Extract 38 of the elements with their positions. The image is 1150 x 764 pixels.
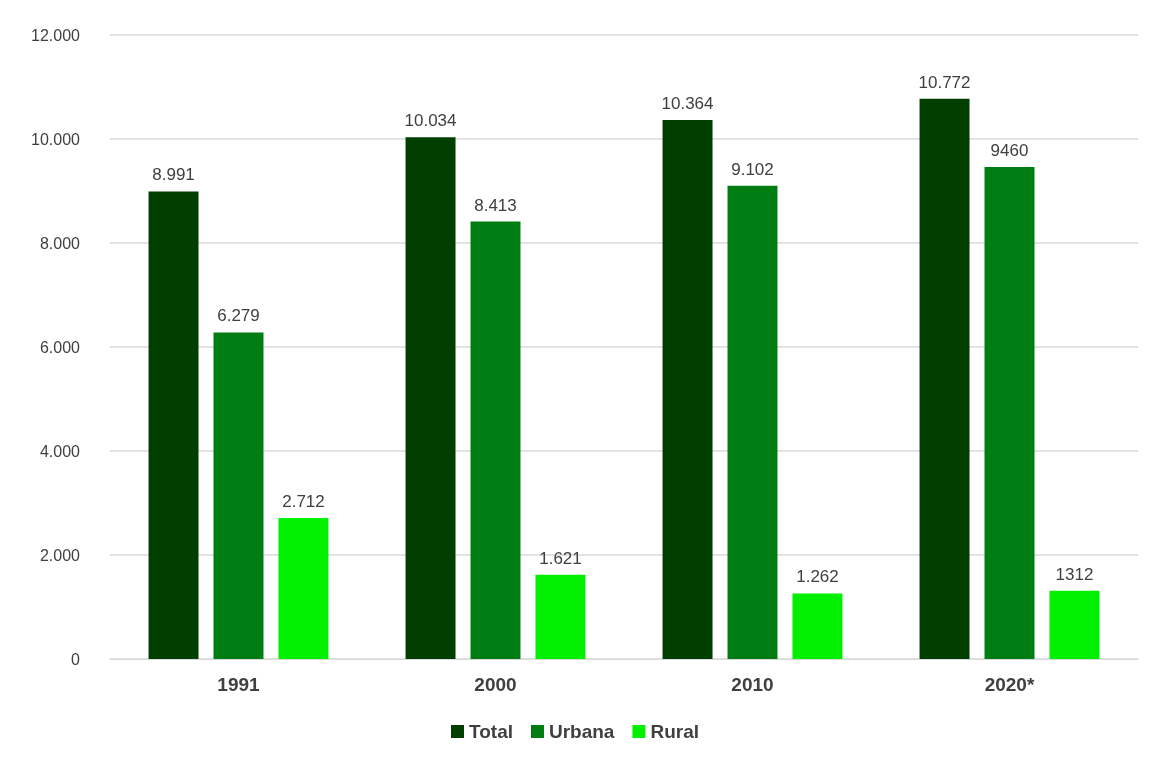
legend-label: Rural [650,721,700,742]
bar [792,593,843,659]
bar [727,185,778,659]
y-tick-label: 12.000 [31,26,81,44]
data-label: 6.279 [217,306,260,326]
data-label: 9460 [990,141,1029,161]
bar [470,221,521,659]
data-label: 2.712 [282,491,325,511]
bar [535,574,586,659]
data-label: 1312 [1055,564,1094,584]
data-label: 10.772 [918,72,971,92]
data-label: 8.413 [474,195,517,215]
y-tick-label: 10.000 [31,130,81,148]
bar [1049,590,1100,659]
data-label: 1.621 [539,548,582,568]
data-label: 1.262 [796,567,839,587]
x-tick-label: 2020* [984,674,1035,695]
x-tick-label: 1991 [217,674,261,695]
legend-label: Total [469,721,513,742]
x-tick-label: 2000 [474,674,517,695]
bar [213,332,264,659]
y-tick-label: 2.000 [39,546,81,564]
bar [148,191,199,659]
bar [405,137,456,659]
x-tick-label: 2010 [731,674,774,695]
data-label: 9.102 [731,159,774,179]
bar [919,98,970,659]
bar [984,167,1035,659]
data-label: 10.034 [404,111,457,131]
bar [662,120,713,659]
y-tick-label: 0 [71,650,81,668]
bar [278,517,329,659]
data-label: 8.991 [152,165,195,185]
y-tick-label: 4.000 [39,442,81,460]
legend-label: Urbana [548,721,615,742]
y-tick-label: 8.000 [39,234,81,252]
data-label: 10.364 [661,94,714,114]
y-tick-label: 6.000 [39,338,81,356]
